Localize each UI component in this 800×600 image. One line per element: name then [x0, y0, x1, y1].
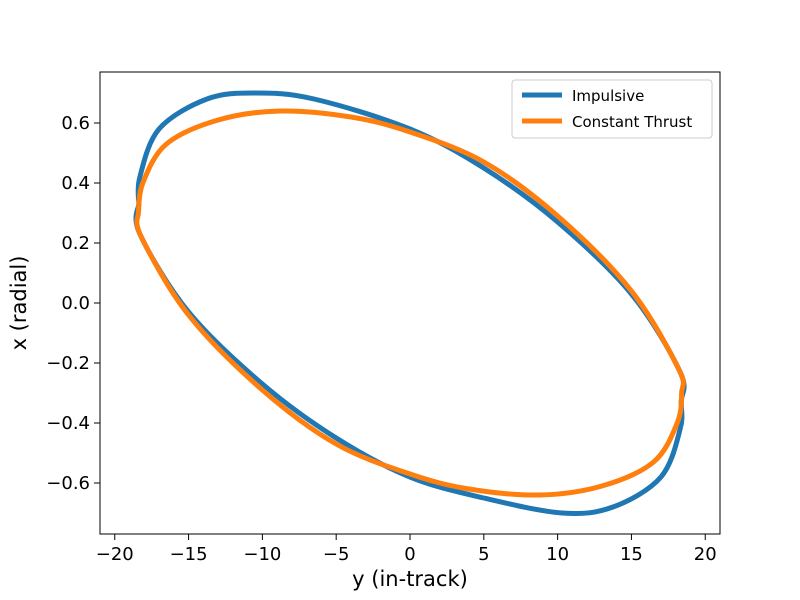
x-tick-label: 10 [546, 544, 569, 565]
y-tick-label: 0.0 [61, 293, 90, 314]
x-tick-label: −5 [323, 544, 350, 565]
x-tick-label: −15 [170, 544, 208, 565]
y-axis-label: x (radial) [7, 256, 31, 351]
series-layer [133, 90, 687, 517]
y-tick-label: 0.4 [61, 173, 90, 194]
x-tick-label: 15 [620, 544, 643, 565]
series-line-constant-thrust [134, 108, 686, 498]
axes-frame [99, 71, 721, 535]
y-tick-label: 0.2 [61, 233, 90, 254]
plot-area [99, 71, 721, 535]
legend-label-impulsive: Impulsive [572, 87, 644, 105]
y-tick-label: 0.6 [61, 113, 90, 134]
x-tick-label: 20 [694, 544, 717, 565]
x-tick-label: 5 [478, 544, 489, 565]
legend-label-constant-thrust: Constant Thrust [572, 113, 692, 131]
x-axis-ticks: −20 −15 −10 −5 0 5 10 15 20 [96, 534, 717, 565]
x-tick-label: −20 [96, 544, 134, 565]
y-axis-ticks: −0.6 −0.4 −0.2 0.0 0.2 0.4 0.6 [46, 113, 100, 494]
y-tick-label: −0.4 [46, 413, 90, 434]
y-tick-label: −0.6 [46, 473, 90, 494]
x-tick-label: −10 [243, 544, 281, 565]
x-tick-label: 0 [404, 544, 415, 565]
y-tick-label: −0.2 [46, 353, 90, 374]
legend: Impulsive Constant Thrust [511, 79, 713, 139]
x-axis-label: y (in-track) [352, 567, 468, 591]
